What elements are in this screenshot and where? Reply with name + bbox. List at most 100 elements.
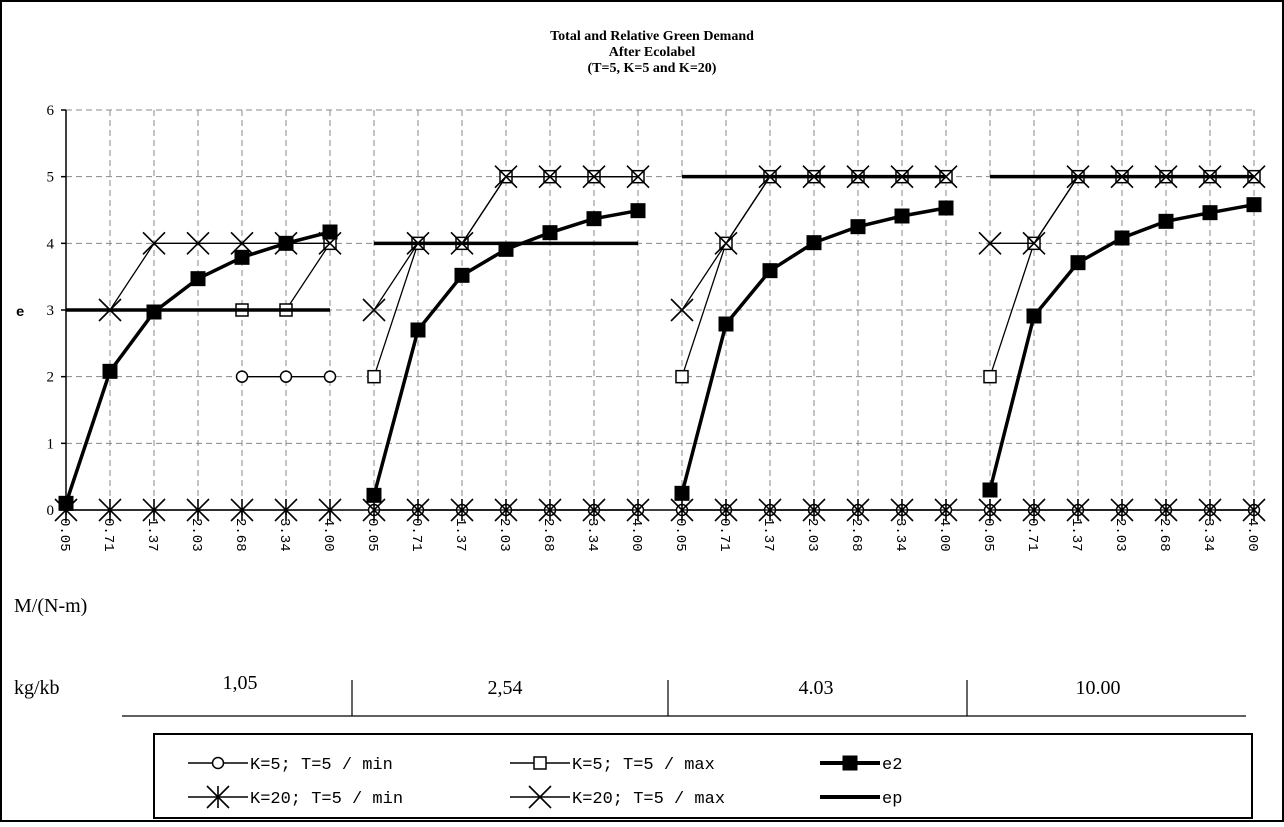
data-point	[675, 369, 689, 384]
data-point	[894, 208, 910, 224]
data-point	[674, 485, 690, 501]
chart-title-line-3: (T=5, K=5 and K=20)	[588, 61, 717, 76]
data-point	[718, 316, 734, 332]
y-tick-label: 2	[47, 370, 55, 386]
data-point	[362, 498, 386, 522]
data-point	[670, 498, 694, 522]
legend-item: ep	[820, 790, 902, 809]
legend-label: K=5; T=5 / max	[572, 756, 715, 775]
data-point	[102, 363, 118, 379]
data-point	[1066, 498, 1090, 522]
chart-title: Total and Relative Green Demand After Ec…	[550, 29, 754, 76]
data-point	[142, 231, 166, 255]
data-point	[850, 219, 866, 235]
x-axis-label: M/(N-m)	[14, 595, 87, 617]
group-axis: 1,05 2,54 4.03 10.00	[122, 672, 1246, 717]
data-point	[714, 498, 738, 522]
series-ep	[66, 174, 1254, 312]
x-tick-labels: 0.05 0.71 1.37 2.03 2.68 3.34 4.00 0.05 0.71 1.37…	[56, 510, 1260, 552]
group-label: 2,54	[488, 677, 523, 699]
data-point	[146, 304, 162, 320]
x-tick-label: 2.68	[540, 518, 556, 552]
group-label: 1,05	[223, 672, 258, 694]
x-tick-label: 2.03	[188, 518, 204, 552]
legend-item: K=20; T=5 / max	[510, 785, 725, 809]
legend-item: K=20; T=5 / min	[188, 785, 403, 809]
legend-label: K=20; T=5 / max	[572, 790, 725, 809]
x-tick-label: 3.34	[584, 518, 600, 552]
series-line	[109, 242, 330, 311]
x-tick-label: 2.68	[1156, 518, 1172, 552]
x-tick-label: 4.00	[628, 518, 644, 552]
series-e2	[58, 197, 1262, 511]
x-tick-label: 1.37	[144, 518, 160, 552]
x-tick-label: 0.05	[980, 518, 996, 552]
data-point	[1246, 197, 1262, 213]
x-tick-label: 3.34	[892, 518, 908, 552]
data-point	[1022, 498, 1046, 522]
series-k-20-t-5-min	[54, 498, 1266, 522]
x-tick-label: 0.05	[672, 518, 688, 552]
data-point	[978, 231, 1002, 255]
data-point	[1202, 205, 1218, 221]
legend-label: ep	[882, 790, 902, 809]
data-point	[538, 498, 562, 522]
x-tick-label: 0.71	[1024, 518, 1040, 552]
data-point	[230, 231, 254, 255]
data-point	[186, 498, 210, 522]
data-point	[1158, 213, 1174, 229]
data-point	[542, 225, 558, 241]
data-point	[54, 498, 78, 522]
x-tick-label: 0.05	[56, 518, 72, 552]
x-tick-label: 2.03	[496, 518, 512, 552]
data-point	[846, 498, 870, 522]
group-label: 10.00	[1076, 677, 1121, 699]
data-point	[1114, 230, 1130, 246]
data-point	[1070, 255, 1086, 271]
y-tick-labels: 0 1 2 3 4 5 6	[47, 103, 66, 519]
legend-label: K=20; T=5 / min	[250, 790, 403, 809]
data-point	[1242, 498, 1266, 522]
data-point	[582, 165, 606, 189]
data-point	[670, 298, 694, 322]
x-tick-label: 2.68	[232, 518, 248, 552]
data-point	[582, 498, 606, 522]
legend-label: K=5; T=5 / min	[250, 756, 393, 775]
x-tick-label: 1.37	[1068, 518, 1084, 552]
data-point	[98, 498, 122, 522]
x-tick-label: 0.71	[716, 518, 732, 552]
data-point	[1198, 498, 1222, 522]
data-point	[323, 370, 337, 383]
data-point	[982, 482, 998, 498]
data-point	[494, 498, 518, 522]
data-point	[806, 235, 822, 251]
y-tick-label: 3	[47, 303, 55, 319]
legend: K=5; T=5 / min K=5; T=5 / max e2 K=20; T=5 …	[153, 733, 1253, 819]
data-point	[450, 498, 474, 522]
data-point	[762, 263, 778, 279]
legend-swatch-marker	[528, 785, 552, 809]
data-point	[494, 165, 518, 189]
data-point	[410, 322, 426, 338]
y-tick-label: 6	[47, 103, 55, 119]
legend-swatch-marker	[211, 756, 225, 770]
x-tick-label: 2.68	[848, 518, 864, 552]
legend-swatch-marker	[533, 756, 547, 770]
data-point	[190, 271, 206, 287]
x-tick-label: 4.00	[1244, 518, 1260, 552]
data-point	[142, 498, 166, 522]
data-point	[235, 370, 249, 383]
data-point	[318, 231, 342, 255]
data-point	[630, 203, 646, 219]
legend-swatch-marker	[206, 785, 230, 809]
data-point	[938, 200, 954, 216]
data-point	[454, 267, 470, 283]
y-axis-label: e	[16, 305, 24, 321]
x-tick-label: 0.71	[408, 518, 424, 552]
legend-label: e2	[882, 756, 902, 775]
chart-title-line-2: After Ecolabel	[609, 45, 696, 60]
y-tick-label: 1	[47, 436, 55, 452]
